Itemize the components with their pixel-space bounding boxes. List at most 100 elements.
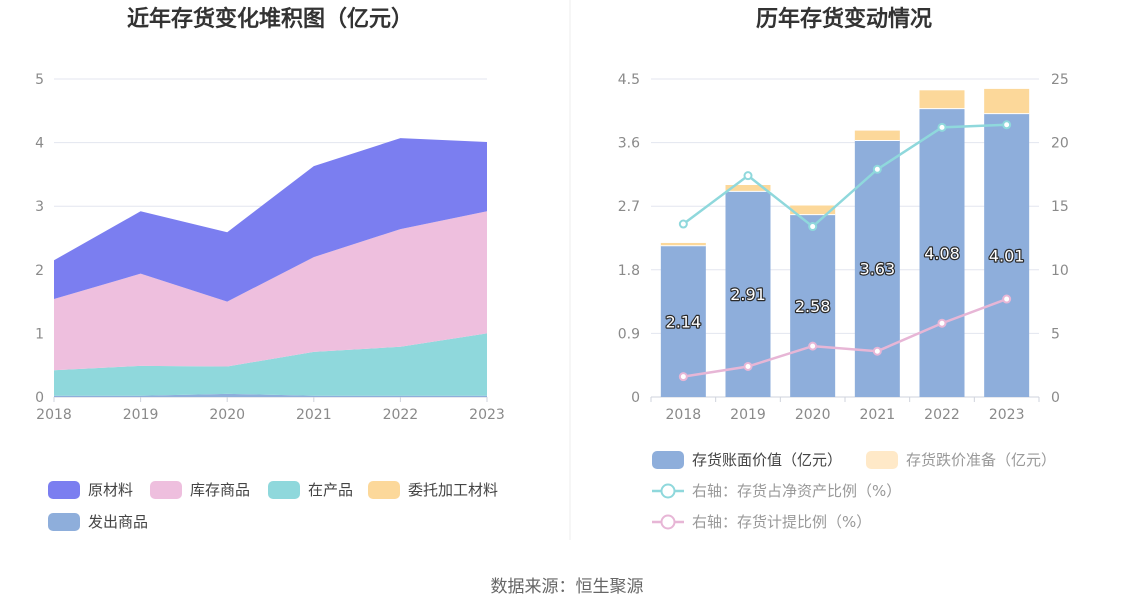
bar-provision[interactable] xyxy=(854,130,900,141)
right-y-tick-label: 0 xyxy=(631,390,640,406)
left-x-tick-label: 2021 xyxy=(296,407,332,423)
line-point[interactable] xyxy=(872,164,882,174)
left-x-tick-label: 2023 xyxy=(469,407,505,423)
left-x-tick-label: 2019 xyxy=(123,407,159,423)
right-y2-tick-label: 0 xyxy=(1051,390,1060,406)
right-x-tick-label: 2018 xyxy=(666,407,702,423)
line-point[interactable] xyxy=(1002,294,1012,304)
area-原材料 xyxy=(54,138,487,302)
legend-item-provision[interactable]: 存货跌价准备（亿元） xyxy=(866,451,1056,469)
bar-provision[interactable] xyxy=(725,185,771,192)
line-point[interactable] xyxy=(808,222,818,232)
line-point[interactable] xyxy=(1002,120,1012,130)
line-point[interactable] xyxy=(872,346,882,356)
line-point[interactable] xyxy=(743,361,753,371)
right-y2-tick-label: 5 xyxy=(1051,326,1060,342)
left-x-axis: 2018 2019 2020 2021 2022 2023 xyxy=(36,397,505,423)
legend-swatch xyxy=(866,451,898,469)
bar-book-value[interactable] xyxy=(790,214,836,397)
right-x-tick-label: 2023 xyxy=(989,407,1025,423)
bar-provision[interactable] xyxy=(984,88,1030,114)
legend-label: 原材料 xyxy=(88,481,133,499)
legend-label: 委托加工材料 xyxy=(408,481,498,499)
legend-marker xyxy=(660,483,676,499)
right-right-axis: 0 5 10 15 20 25 xyxy=(1051,72,1069,406)
left-x-tick-label: 2020 xyxy=(209,407,245,423)
bar-value-label: 4.08 xyxy=(924,244,960,263)
right-x-tick-label: 2019 xyxy=(730,407,766,423)
right-left-axis: 0 0.9 1.8 2.7 3.6 4.5 xyxy=(618,72,640,406)
bar-book-value[interactable] xyxy=(919,108,965,398)
right-y-tick-label: 2.7 xyxy=(618,199,640,215)
legend-item-发出商品[interactable]: 发出商品 xyxy=(48,513,148,531)
right-lines xyxy=(678,120,1012,382)
right-x-tick-label: 2021 xyxy=(860,407,896,423)
right-y2-tick-label: 20 xyxy=(1051,136,1069,152)
legend-marker xyxy=(660,514,676,530)
left-y-tick-label: 1 xyxy=(35,326,44,342)
line-point[interactable] xyxy=(808,341,818,351)
legend-item-原材料[interactable]: 原材料 xyxy=(48,481,133,499)
legend-item-库存商品[interactable]: 库存商品 xyxy=(150,481,250,499)
line-point[interactable] xyxy=(937,122,947,132)
right-y-tick-label: 3.6 xyxy=(618,136,640,152)
area-在产品 xyxy=(54,333,487,396)
right-bars: 2.14 2.91 2.58 3.63 4.08 4.01 xyxy=(660,88,1030,398)
left-y-tick-label: 3 xyxy=(35,199,44,215)
legend-label: 右轴：存货占净资产比例（%） xyxy=(692,482,901,500)
left-y-tick-label: 0 xyxy=(35,390,44,406)
legend-item-net-asset-ratio[interactable]: 右轴：存货占净资产比例（%） xyxy=(652,482,901,500)
left-y-tick-label: 4 xyxy=(35,136,44,152)
bar-provision[interactable] xyxy=(660,242,706,246)
legend-label: 在产品 xyxy=(308,481,353,499)
legend-label: 右轴：存货计提比例（%） xyxy=(692,513,871,531)
right-x-tick-label: 2020 xyxy=(795,407,831,423)
area-发出商品 xyxy=(54,393,487,397)
area-库存商品 xyxy=(54,211,487,371)
bar-value-label: 2.14 xyxy=(666,312,702,331)
legend-swatch xyxy=(48,513,80,531)
source-text: 数据来源：恒生聚源 xyxy=(491,577,644,597)
left-areas xyxy=(54,138,487,397)
left-y-tick-label: 2 xyxy=(35,263,44,279)
bar-provision[interactable] xyxy=(790,205,836,215)
bar-value-label: 2.58 xyxy=(795,297,831,316)
right-chart-title: 历年存货变动情况 xyxy=(756,6,932,32)
right-x-axis: 2018 2019 2020 2021 2022 2023 xyxy=(650,397,1040,423)
line-右轴：存货占净资产比例（%） xyxy=(682,123,1007,229)
right-y-tick-label: 0.9 xyxy=(618,326,640,342)
legend-label: 存货跌价准备（亿元） xyxy=(906,451,1056,469)
line-point[interactable] xyxy=(937,318,947,328)
legend-item-provision-ratio[interactable]: 右轴：存货计提比例（%） xyxy=(652,513,871,531)
right-y2-tick-label: 10 xyxy=(1051,263,1069,279)
bar-book-value[interactable] xyxy=(984,113,1030,398)
right-x-tick-label: 2022 xyxy=(924,407,960,423)
legend-item-book-value[interactable]: 存货账面价值（亿元） xyxy=(652,451,842,469)
legend-swatch xyxy=(652,451,684,469)
right-y-tick-label: 4.5 xyxy=(618,72,640,88)
right-legend: 存货账面价值（亿元） 存货跌价准备（亿元） 右轴：存货占净资产比例（%） 右轴：存货计… xyxy=(652,451,1056,531)
right-y2-tick-label: 25 xyxy=(1051,72,1069,88)
line-point[interactable] xyxy=(678,219,688,229)
bar-value-label: 3.63 xyxy=(860,260,896,279)
bar-provision[interactable] xyxy=(919,90,965,109)
line-point[interactable] xyxy=(678,372,688,382)
legend-item-委托加工材料[interactable]: 委托加工材料 xyxy=(368,481,498,499)
right-y-tick-label: 1.8 xyxy=(618,263,640,279)
legend-swatch xyxy=(368,481,400,499)
left-y-axis: 0 1 2 3 4 5 xyxy=(35,72,44,406)
bar-value-label: 2.91 xyxy=(730,285,766,304)
legend-swatch xyxy=(48,481,80,499)
line-point[interactable] xyxy=(743,171,753,181)
legend-label: 发出商品 xyxy=(88,513,148,531)
right-y2-tick-label: 15 xyxy=(1051,199,1069,215)
stacked-area-chart: 近年存货变化堆积图（亿元） 0 1 2 3 4 5 2018 2019 2020 2021 202… xyxy=(35,6,505,531)
legend-swatch xyxy=(150,481,182,499)
legend-swatch xyxy=(268,481,300,499)
legend-item-在产品[interactable]: 在产品 xyxy=(268,481,353,499)
bar-book-value[interactable] xyxy=(660,245,706,397)
legend-label: 库存商品 xyxy=(190,481,250,499)
left-chart-title: 近年存货变化堆积图（亿元） xyxy=(127,6,413,32)
